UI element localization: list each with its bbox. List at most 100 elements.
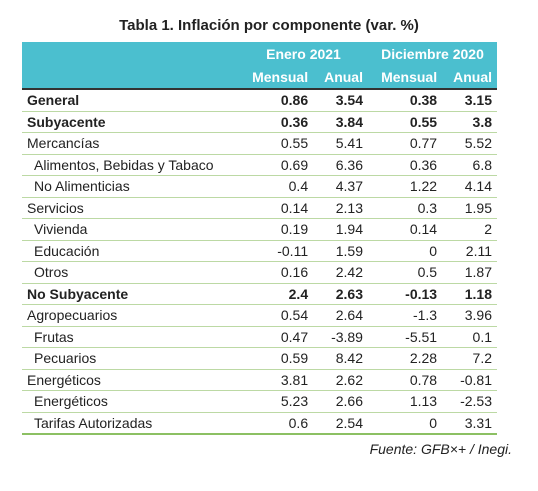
table-row: Subyacente 0.36 3.84 0.55 3.8	[22, 111, 497, 133]
header-cell	[22, 42, 239, 65]
value-cell: 0.5	[367, 261, 443, 284]
value-cell: 2.63	[313, 283, 368, 305]
table-title: Tabla 1. Inflación por componente (var. …	[119, 17, 419, 34]
value-cell: 1.22	[367, 175, 443, 198]
row-label: Energéticos	[22, 369, 239, 391]
value-cell: 0.14	[239, 197, 314, 219]
value-cell: 0.55	[367, 111, 443, 133]
subheader-cell: Mensual	[367, 65, 443, 89]
value-cell: 2.62	[313, 369, 368, 391]
row-label: Frutas	[22, 326, 239, 348]
source-note: Fuente: GFB×+ / Inegi.	[369, 441, 512, 457]
table-row: Frutas 0.47 -3.89 -5.51 0.1	[22, 326, 497, 348]
value-cell: 3.81	[239, 369, 314, 391]
value-cell: 1.59	[313, 240, 368, 262]
value-cell: 0.77	[367, 132, 443, 155]
header-row: Enero 2021 Diciembre 2020	[22, 42, 497, 65]
value-cell: 2.54	[313, 412, 368, 435]
header-cell	[22, 65, 239, 89]
table-row: Educación -0.11 1.59 0 2.11	[22, 240, 497, 262]
subheader-cell: Anual	[442, 65, 497, 89]
value-cell: 0.38	[367, 88, 443, 112]
row-label: Energéticos	[22, 390, 239, 413]
value-cell: -2.53	[442, 390, 497, 413]
value-cell: 7.2	[442, 347, 497, 370]
value-cell: 0.78	[367, 369, 443, 391]
table-row: Alimentos, Bebidas y Tabaco 0.69 6.36 0.36 6…	[22, 154, 497, 176]
value-cell: -5.51	[367, 326, 443, 348]
value-cell: 3.96	[442, 304, 497, 327]
value-cell: 0.16	[239, 261, 314, 284]
value-cell: 0.69	[239, 154, 314, 176]
table-row: Otros 0.16 2.42 0.5 1.87	[22, 261, 497, 284]
value-cell: 0.36	[239, 111, 314, 133]
value-cell: 3.8	[442, 111, 497, 133]
value-cell: 1.18	[442, 283, 497, 305]
value-cell: 0.3	[367, 197, 443, 219]
value-cell: 0.55	[239, 132, 314, 155]
row-label: Servicios	[22, 197, 239, 219]
value-cell: 0.6	[239, 412, 314, 435]
row-label: Otros	[22, 261, 239, 284]
value-cell: 1.13	[367, 390, 443, 413]
row-label: Subyacente	[22, 111, 239, 133]
value-cell: 0.86	[239, 88, 314, 112]
value-cell: -1.3	[367, 304, 443, 327]
value-cell: 5.52	[442, 132, 497, 155]
value-cell: -0.11	[239, 240, 314, 262]
value-cell: 2.11	[442, 240, 497, 262]
value-cell: 1.94	[313, 218, 368, 241]
value-cell: 5.41	[313, 132, 368, 155]
value-cell: 5.23	[239, 390, 314, 413]
row-label: Tarifas Autorizadas	[22, 412, 239, 435]
value-cell: 0.47	[239, 326, 314, 348]
subheader-row: Mensual Anual Mensual Anual	[22, 65, 497, 89]
value-cell: 6.8	[442, 154, 497, 176]
table-row: General 0.86 3.54 0.38 3.15	[22, 88, 497, 112]
subheader-cell: Mensual	[239, 65, 314, 89]
table-row: Tarifas Autorizadas 0.6 2.54 0 3.31	[22, 412, 497, 435]
table-row: Agropecuarios 0.54 2.64 -1.3 3.96	[22, 304, 497, 327]
value-cell: 3.15	[442, 88, 497, 112]
table: Enero 2021 Diciembre 2020 Mensual Anual Me…	[22, 42, 497, 435]
subheader-cell: Anual	[313, 65, 368, 89]
table-row: Pecuarios 0.59 8.42 2.28 7.2	[22, 347, 497, 370]
value-cell: 1.87	[442, 261, 497, 284]
value-cell: 1.95	[442, 197, 497, 219]
row-label: Educación	[22, 240, 239, 262]
value-cell: 4.14	[442, 175, 497, 198]
table-row: Mercancías 0.55 5.41 0.77 5.52	[22, 132, 497, 155]
value-cell: -0.81	[442, 369, 497, 391]
value-cell: 0	[367, 240, 443, 262]
value-cell: 2	[442, 218, 497, 241]
row-label: No Subyacente	[22, 283, 239, 305]
value-cell: 2.28	[367, 347, 443, 370]
value-cell: 8.42	[313, 347, 368, 370]
value-cell: -0.13	[367, 283, 443, 305]
value-cell: 0.54	[239, 304, 314, 327]
value-cell: 0.1	[442, 326, 497, 348]
value-cell: 2.42	[313, 261, 368, 284]
value-cell: 0.19	[239, 218, 314, 241]
row-label: Pecuarios	[22, 347, 239, 370]
table-row: Vivienda 0.19 1.94 0.14 2	[22, 218, 497, 241]
value-cell: 2.64	[313, 304, 368, 327]
value-cell: 6.36	[313, 154, 368, 176]
row-label: Alimentos, Bebidas y Tabaco	[22, 154, 239, 176]
table-row: Servicios 0.14 2.13 0.3 1.95	[22, 197, 497, 219]
row-label: No Alimenticias	[22, 175, 239, 198]
table-row: No Alimenticias 0.4 4.37 1.22 4.14	[22, 175, 497, 198]
value-cell: 0.36	[367, 154, 443, 176]
table-row: Energéticos 3.81 2.62 0.78 -0.81	[22, 369, 497, 391]
value-cell: -3.89	[313, 326, 368, 348]
table-row: No Subyacente 2.4 2.63 -0.13 1.18	[22, 283, 497, 305]
value-cell: 2.13	[313, 197, 368, 219]
value-cell: 2.4	[239, 283, 314, 305]
value-cell: 0.14	[367, 218, 443, 241]
row-label: Mercancías	[22, 132, 239, 155]
value-cell: 0	[367, 412, 443, 435]
value-cell: 3.31	[442, 412, 497, 435]
value-cell: 3.54	[313, 88, 368, 112]
table-row: Energéticos 5.23 2.66 1.13 -2.53	[22, 390, 497, 413]
row-label: Agropecuarios	[22, 304, 239, 327]
